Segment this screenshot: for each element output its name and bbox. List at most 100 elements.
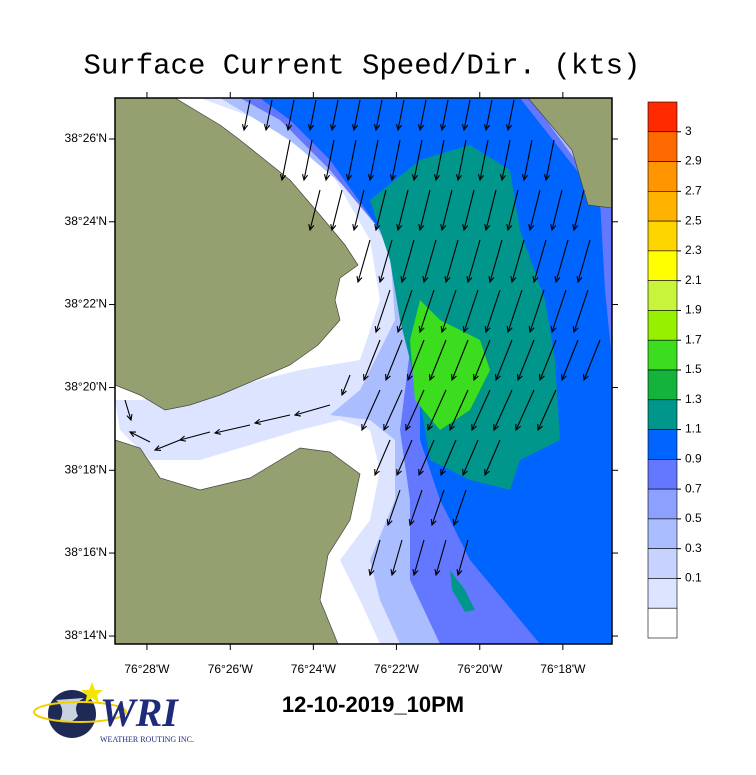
lon-tick-label: 76°28'W	[124, 662, 170, 676]
current-arrow	[505, 99, 515, 132]
current-arrow	[543, 139, 555, 182]
colorbar-swatch	[647, 280, 678, 311]
colorbar-swatch	[647, 607, 678, 639]
current-arrow	[451, 339, 469, 382]
colorbar-label: 2.1	[685, 273, 702, 287]
current-arrow	[532, 239, 547, 284]
current-arrow	[124, 399, 133, 422]
current-arrow	[374, 189, 387, 232]
current-arrow	[418, 439, 435, 477]
current-arrow	[400, 239, 415, 284]
current-arrow	[488, 239, 503, 284]
current-arrow	[484, 189, 497, 232]
current-arrow	[554, 239, 569, 284]
current-arrow	[405, 389, 425, 432]
current-arrow	[506, 189, 519, 232]
current-arrow	[408, 489, 423, 527]
current-arrow	[345, 139, 357, 182]
colorbar-swatch	[647, 578, 678, 609]
current-arrow	[329, 99, 339, 132]
lat-tick-label: 38°24'N	[65, 214, 107, 228]
current-arrow	[452, 489, 467, 527]
current-arrow	[462, 189, 475, 232]
current-arrow	[462, 289, 479, 334]
colorbar-label: 1.3	[685, 392, 702, 406]
current-arrow	[461, 99, 471, 132]
current-arrow	[385, 339, 403, 382]
lat-tick-label: 38°16'N	[65, 545, 107, 559]
current-arrow	[430, 489, 445, 527]
current-arrow	[484, 439, 501, 477]
current-arrow	[352, 189, 365, 232]
colorbar-swatch	[647, 548, 678, 579]
current-arrow	[308, 189, 321, 232]
current-arrow	[396, 289, 413, 334]
current-arrow	[583, 339, 601, 382]
lon-tick-label: 76°20'W	[457, 662, 503, 676]
colorbar-label: 2.7	[685, 184, 702, 198]
colorbar-swatch	[647, 131, 678, 162]
current-arrows	[124, 99, 601, 577]
current-arrow	[330, 189, 343, 232]
current-arrow	[561, 339, 579, 382]
lat-tick-label: 38°18'N	[65, 462, 107, 476]
current-arrow	[483, 99, 493, 132]
current-arrow	[307, 99, 317, 132]
current-arrow	[515, 389, 535, 432]
map-area	[114, 97, 613, 645]
current-arrow	[440, 189, 453, 232]
current-arrow	[444, 239, 459, 284]
current-arrow	[572, 189, 585, 232]
current-arrow	[407, 339, 425, 382]
colorbar-label: 2.3	[685, 243, 702, 257]
current-arrow	[396, 439, 413, 477]
colorbar-label: 1.1	[685, 422, 702, 436]
current-arrow	[241, 99, 251, 132]
current-arrow	[412, 539, 425, 577]
current-arrow	[521, 139, 533, 182]
lon-tick-label: 76°18'W	[540, 662, 586, 676]
colorbar-label: 0.7	[685, 481, 702, 495]
current-arrow	[301, 139, 313, 182]
current-arrow	[439, 99, 449, 132]
current-arrow	[285, 99, 295, 132]
current-arrow	[128, 431, 151, 443]
map-title: Surface Current Speed/Dir. (kts)	[84, 50, 641, 83]
current-arrow	[213, 424, 251, 435]
colorbar-label: 2.5	[685, 213, 702, 227]
current-arrow	[528, 189, 541, 232]
current-arrow	[422, 239, 437, 284]
colorbar-swatch	[647, 518, 678, 549]
colorbar-label: 0.9	[685, 452, 702, 466]
lat-tick-label: 38°14'N	[65, 628, 107, 642]
current-arrow	[477, 139, 489, 182]
current-arrow	[341, 374, 351, 397]
current-arrow	[378, 239, 393, 284]
current-arrow	[440, 289, 457, 334]
current-arrow	[417, 99, 427, 132]
colorbar-swatch	[647, 488, 678, 520]
logo-tagline: WEATHER ROUTING INC.	[100, 735, 194, 744]
colorbar-label: 2.9	[685, 154, 702, 168]
logo: WRI WEATHER ROUTING INC.	[33, 682, 194, 744]
current-arrow	[418, 289, 435, 334]
colorbar-swatch	[647, 459, 678, 490]
colorbar-swatch	[647, 220, 678, 252]
colorbar-label: 1.9	[685, 303, 702, 317]
colorbar-label: 1.7	[685, 332, 702, 346]
current-arrow	[456, 539, 469, 577]
current-arrow	[550, 289, 567, 334]
current-arrow	[449, 389, 469, 432]
current-arrow	[576, 239, 591, 284]
lat-tick-label: 38°22'N	[65, 297, 107, 311]
current-arrow	[528, 289, 545, 334]
current-arrow	[263, 99, 273, 132]
current-arrow	[466, 239, 481, 284]
current-arrow	[253, 414, 291, 425]
colorbar-label: 0.1	[685, 571, 702, 585]
lon-tick-label: 76°24'W	[291, 662, 337, 676]
current-arrow	[323, 139, 335, 182]
current-arrow	[440, 439, 457, 477]
current-arrow	[351, 99, 361, 132]
colorbar-label: 0.5	[685, 511, 702, 525]
